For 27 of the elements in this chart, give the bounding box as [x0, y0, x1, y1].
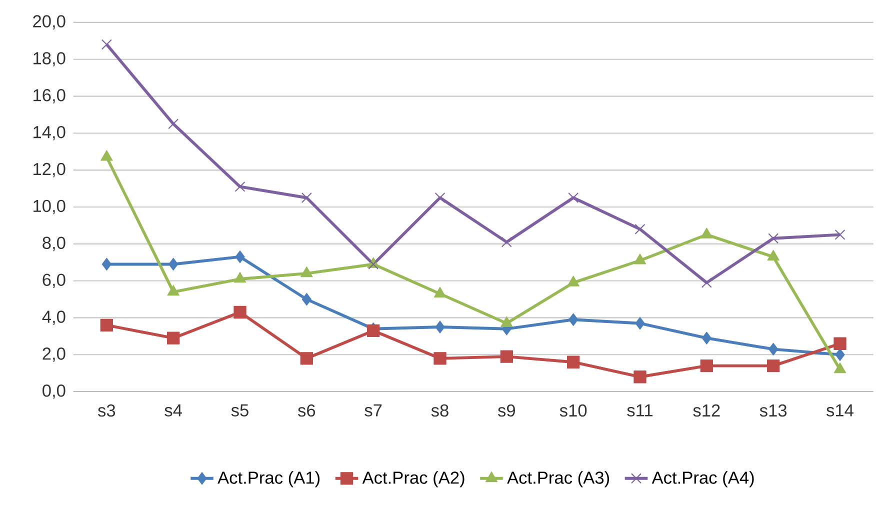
y-tick-label: 16,0 — [34, 89, 66, 104]
y-tick-label: 12,0 — [34, 162, 66, 178]
legend-label: Act.Prac (A4) — [652, 471, 754, 488]
x-tick-label: s14 — [826, 404, 854, 416]
x-tick-label: s5 — [231, 404, 248, 416]
y-tick-label: 10,0 — [34, 200, 66, 214]
legend-label: Act.Prac (A1) — [218, 471, 320, 488]
x-tick-label: s10 — [560, 404, 587, 417]
x-tick-label: s11 — [627, 404, 652, 416]
y-tick-label: 6,0 — [42, 274, 66, 288]
y-tick-label: 20,0 — [33, 15, 66, 30]
x-tick-label: s6 — [298, 404, 316, 417]
x-tick-label: s3 — [98, 404, 116, 417]
x-tick-label: s12 — [693, 404, 720, 417]
y-tick-label: 8,0 — [42, 236, 66, 252]
x-tick-label: s13 — [760, 404, 787, 417]
legend-label: Act.Prac (A3) — [507, 471, 610, 488]
y-tick-label: 14,0 — [34, 126, 66, 140]
y-tick-label: 18,0 — [34, 52, 66, 66]
x-tick-label: s4 — [164, 404, 182, 416]
x-tick-label: s8 — [431, 404, 448, 417]
x-tick-label: s9 — [498, 404, 516, 417]
legend-label: Act.Prac (A2) — [362, 471, 464, 488]
y-tick-label: 2,0 — [42, 348, 66, 362]
y-tick-label: 0,0 — [42, 384, 66, 399]
x-tick-label: s7 — [364, 404, 382, 416]
y-tick-label: 4,0 — [42, 310, 66, 325]
